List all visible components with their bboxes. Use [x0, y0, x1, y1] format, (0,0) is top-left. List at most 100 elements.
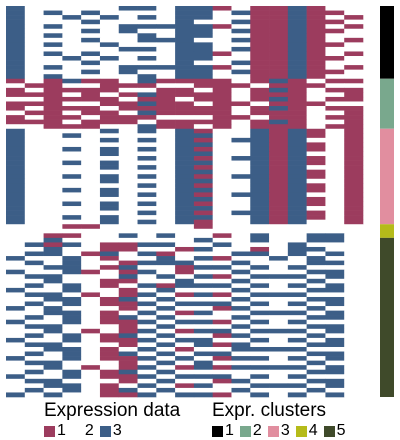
heatmap-cell	[269, 324, 289, 330]
heatmap-cell	[43, 283, 63, 289]
heatmap-cell	[287, 374, 307, 380]
heatmap-cell	[99, 387, 120, 393]
heatmap-cell	[231, 296, 251, 302]
heatmap-cell	[344, 178, 364, 184]
heatmap-cell	[306, 133, 326, 139]
heatmap-cell	[156, 296, 176, 302]
heatmap-cell	[156, 206, 176, 211]
heatmap-cell	[62, 165, 82, 170]
heatmap-cell	[6, 369, 26, 375]
heatmap-cell	[81, 60, 101, 66]
clusters-legend-label-4: 4	[308, 422, 318, 439]
heatmap-cell	[81, 115, 101, 120]
heatmap-cell	[269, 142, 289, 148]
heatmap-cell	[212, 346, 232, 352]
heatmap-cell	[325, 242, 345, 248]
heatmap-cell	[287, 128, 307, 134]
heatmap-cell	[231, 256, 251, 261]
heatmap-cell	[231, 260, 251, 266]
heatmap-cell	[137, 278, 157, 284]
heatmap-cell	[212, 287, 232, 293]
heatmap-cell	[306, 346, 326, 352]
heatmap-cell	[62, 351, 82, 357]
heatmap-cell	[175, 24, 195, 30]
heatmap-cell	[287, 60, 307, 66]
heatmap-cell	[43, 387, 63, 393]
heatmap-cell	[99, 292, 120, 298]
heatmap-cell	[287, 319, 307, 325]
heatmap-cell	[24, 342, 44, 348]
heatmap-cell	[81, 74, 101, 80]
heatmap-cell	[231, 383, 251, 389]
heatmap-cell	[81, 269, 101, 275]
heatmap-cell	[43, 174, 63, 180]
heatmap-cell	[137, 87, 157, 93]
heatmap-cell	[306, 46, 326, 52]
heatmap-cell	[81, 333, 101, 339]
heatmap-cell	[175, 356, 195, 361]
heatmap-cell	[306, 246, 326, 252]
heatmap-cell	[99, 369, 120, 375]
heatmap-cell	[62, 69, 82, 75]
heatmap-cell	[231, 74, 251, 80]
heatmap-cell	[156, 337, 176, 343]
heatmap-cell	[325, 306, 345, 311]
heatmap-cell	[24, 387, 44, 393]
heatmap-cell	[306, 56, 326, 61]
heatmap-cell	[175, 19, 195, 25]
heatmap-cell	[43, 151, 63, 157]
heatmap-cell	[62, 237, 82, 243]
heatmap-cell	[269, 69, 289, 75]
heatmap-cell	[250, 392, 270, 398]
heatmap-cell	[24, 301, 44, 307]
heatmap-cell	[269, 365, 289, 371]
heatmap-cell	[118, 342, 138, 348]
heatmap-cell	[250, 137, 270, 143]
heatmap-cell	[344, 301, 364, 307]
heatmap-cell	[24, 101, 44, 107]
heatmap-cell	[231, 346, 251, 352]
heatmap-cell	[344, 365, 364, 371]
heatmap-cell	[250, 256, 270, 261]
heatmap-cell	[193, 151, 213, 157]
heatmap-cell	[43, 6, 63, 11]
heatmap-cell	[193, 160, 213, 166]
heatmap-cell	[137, 287, 157, 293]
heatmap-cell	[250, 174, 270, 180]
heatmap-cell	[6, 174, 26, 180]
heatmap-cell	[212, 151, 232, 157]
heatmap-cell	[137, 333, 157, 339]
heatmap-cell	[99, 6, 120, 11]
heatmap-cell	[62, 201, 82, 207]
heatmap-cell	[156, 260, 176, 266]
heatmap-cell	[6, 233, 26, 239]
heatmap-cell	[137, 165, 157, 170]
heatmap-cell	[212, 19, 232, 25]
heatmap-cell	[6, 42, 26, 48]
heatmap-cell	[62, 183, 82, 189]
heatmap-cell	[269, 146, 289, 152]
heatmap-cell	[43, 342, 63, 348]
heatmap-cell	[231, 392, 251, 398]
heatmap-cell	[193, 319, 213, 325]
heatmap-cell	[250, 237, 270, 243]
heatmap-cell	[175, 346, 195, 352]
heatmap-cell	[156, 78, 176, 84]
heatmap-cell	[118, 119, 138, 125]
heatmap-cell	[306, 142, 326, 148]
heatmap-cell	[62, 246, 82, 252]
heatmap-cell	[175, 115, 195, 120]
heatmap-cell	[250, 178, 270, 184]
heatmap-cell	[81, 146, 101, 152]
heatmap-cell	[24, 319, 44, 325]
heatmap-cell	[118, 346, 138, 352]
heatmap-cell	[156, 92, 176, 98]
expression-swatch-3	[99, 425, 111, 437]
heatmap-cell	[118, 224, 138, 230]
heatmap-cell	[6, 65, 26, 70]
heatmap-cell	[43, 137, 63, 143]
heatmap-cell	[212, 42, 232, 48]
heatmap-cell	[231, 192, 251, 198]
heatmap-cell	[287, 78, 307, 84]
heatmap-cell	[62, 87, 82, 93]
